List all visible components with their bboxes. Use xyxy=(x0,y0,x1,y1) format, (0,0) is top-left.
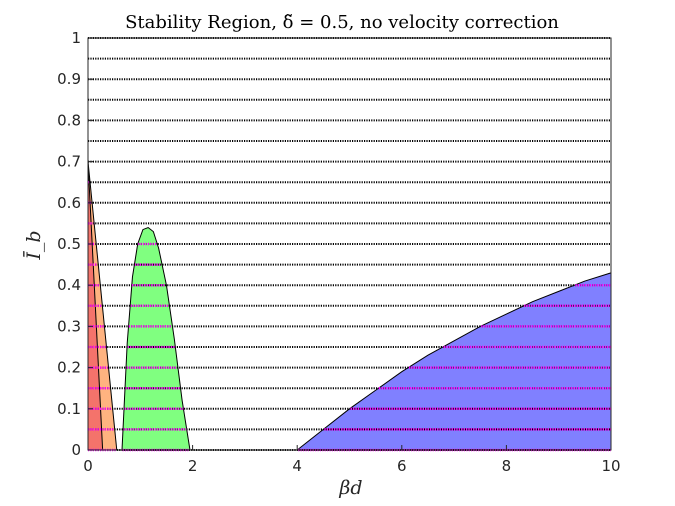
y-tick-label-0: 0 xyxy=(71,441,81,459)
x-tick-label-0: 0 xyxy=(83,457,93,475)
y-tick-label-5: 0.5 xyxy=(57,235,81,253)
x-axis-label: βd xyxy=(338,477,362,499)
stability-region-3 xyxy=(121,226,191,451)
y-tick-label-10: 1 xyxy=(71,29,81,47)
x-tick-label-4: 8 xyxy=(502,457,512,475)
stability-region-4 xyxy=(295,272,612,451)
gridlines-layer xyxy=(88,37,611,452)
y-axis-label: Ī_b xyxy=(22,230,45,260)
x-tick-label-3: 6 xyxy=(397,457,407,475)
x-tick-label-5: 10 xyxy=(601,457,620,475)
y-tick-label-2: 0.2 xyxy=(57,359,81,377)
x-ticks: 0 2 4 6 8 10 xyxy=(83,445,621,475)
y-ticks: 0 0.1 0.2 0.3 0.4 0.5 0.6 0.7 0.8 0.9 1 xyxy=(57,29,93,459)
y-tick-label-8: 0.8 xyxy=(57,111,81,129)
y-tick-label-3: 0.3 xyxy=(57,317,81,335)
y-tick-label-1: 0.1 xyxy=(57,400,81,418)
y-tick-label-9: 0.9 xyxy=(57,70,81,88)
y-tick-label-4: 0.4 xyxy=(57,276,81,294)
x-tick-label-2: 4 xyxy=(292,457,302,475)
y-tick-label-7: 0.7 xyxy=(57,153,81,171)
chart-title: Stability Region, δ̃ = 0.5, no velocity … xyxy=(125,12,559,33)
y-tick-label-6: 0.6 xyxy=(57,194,81,212)
regions-layer xyxy=(87,161,612,451)
x-tick-label-1: 2 xyxy=(188,457,198,475)
